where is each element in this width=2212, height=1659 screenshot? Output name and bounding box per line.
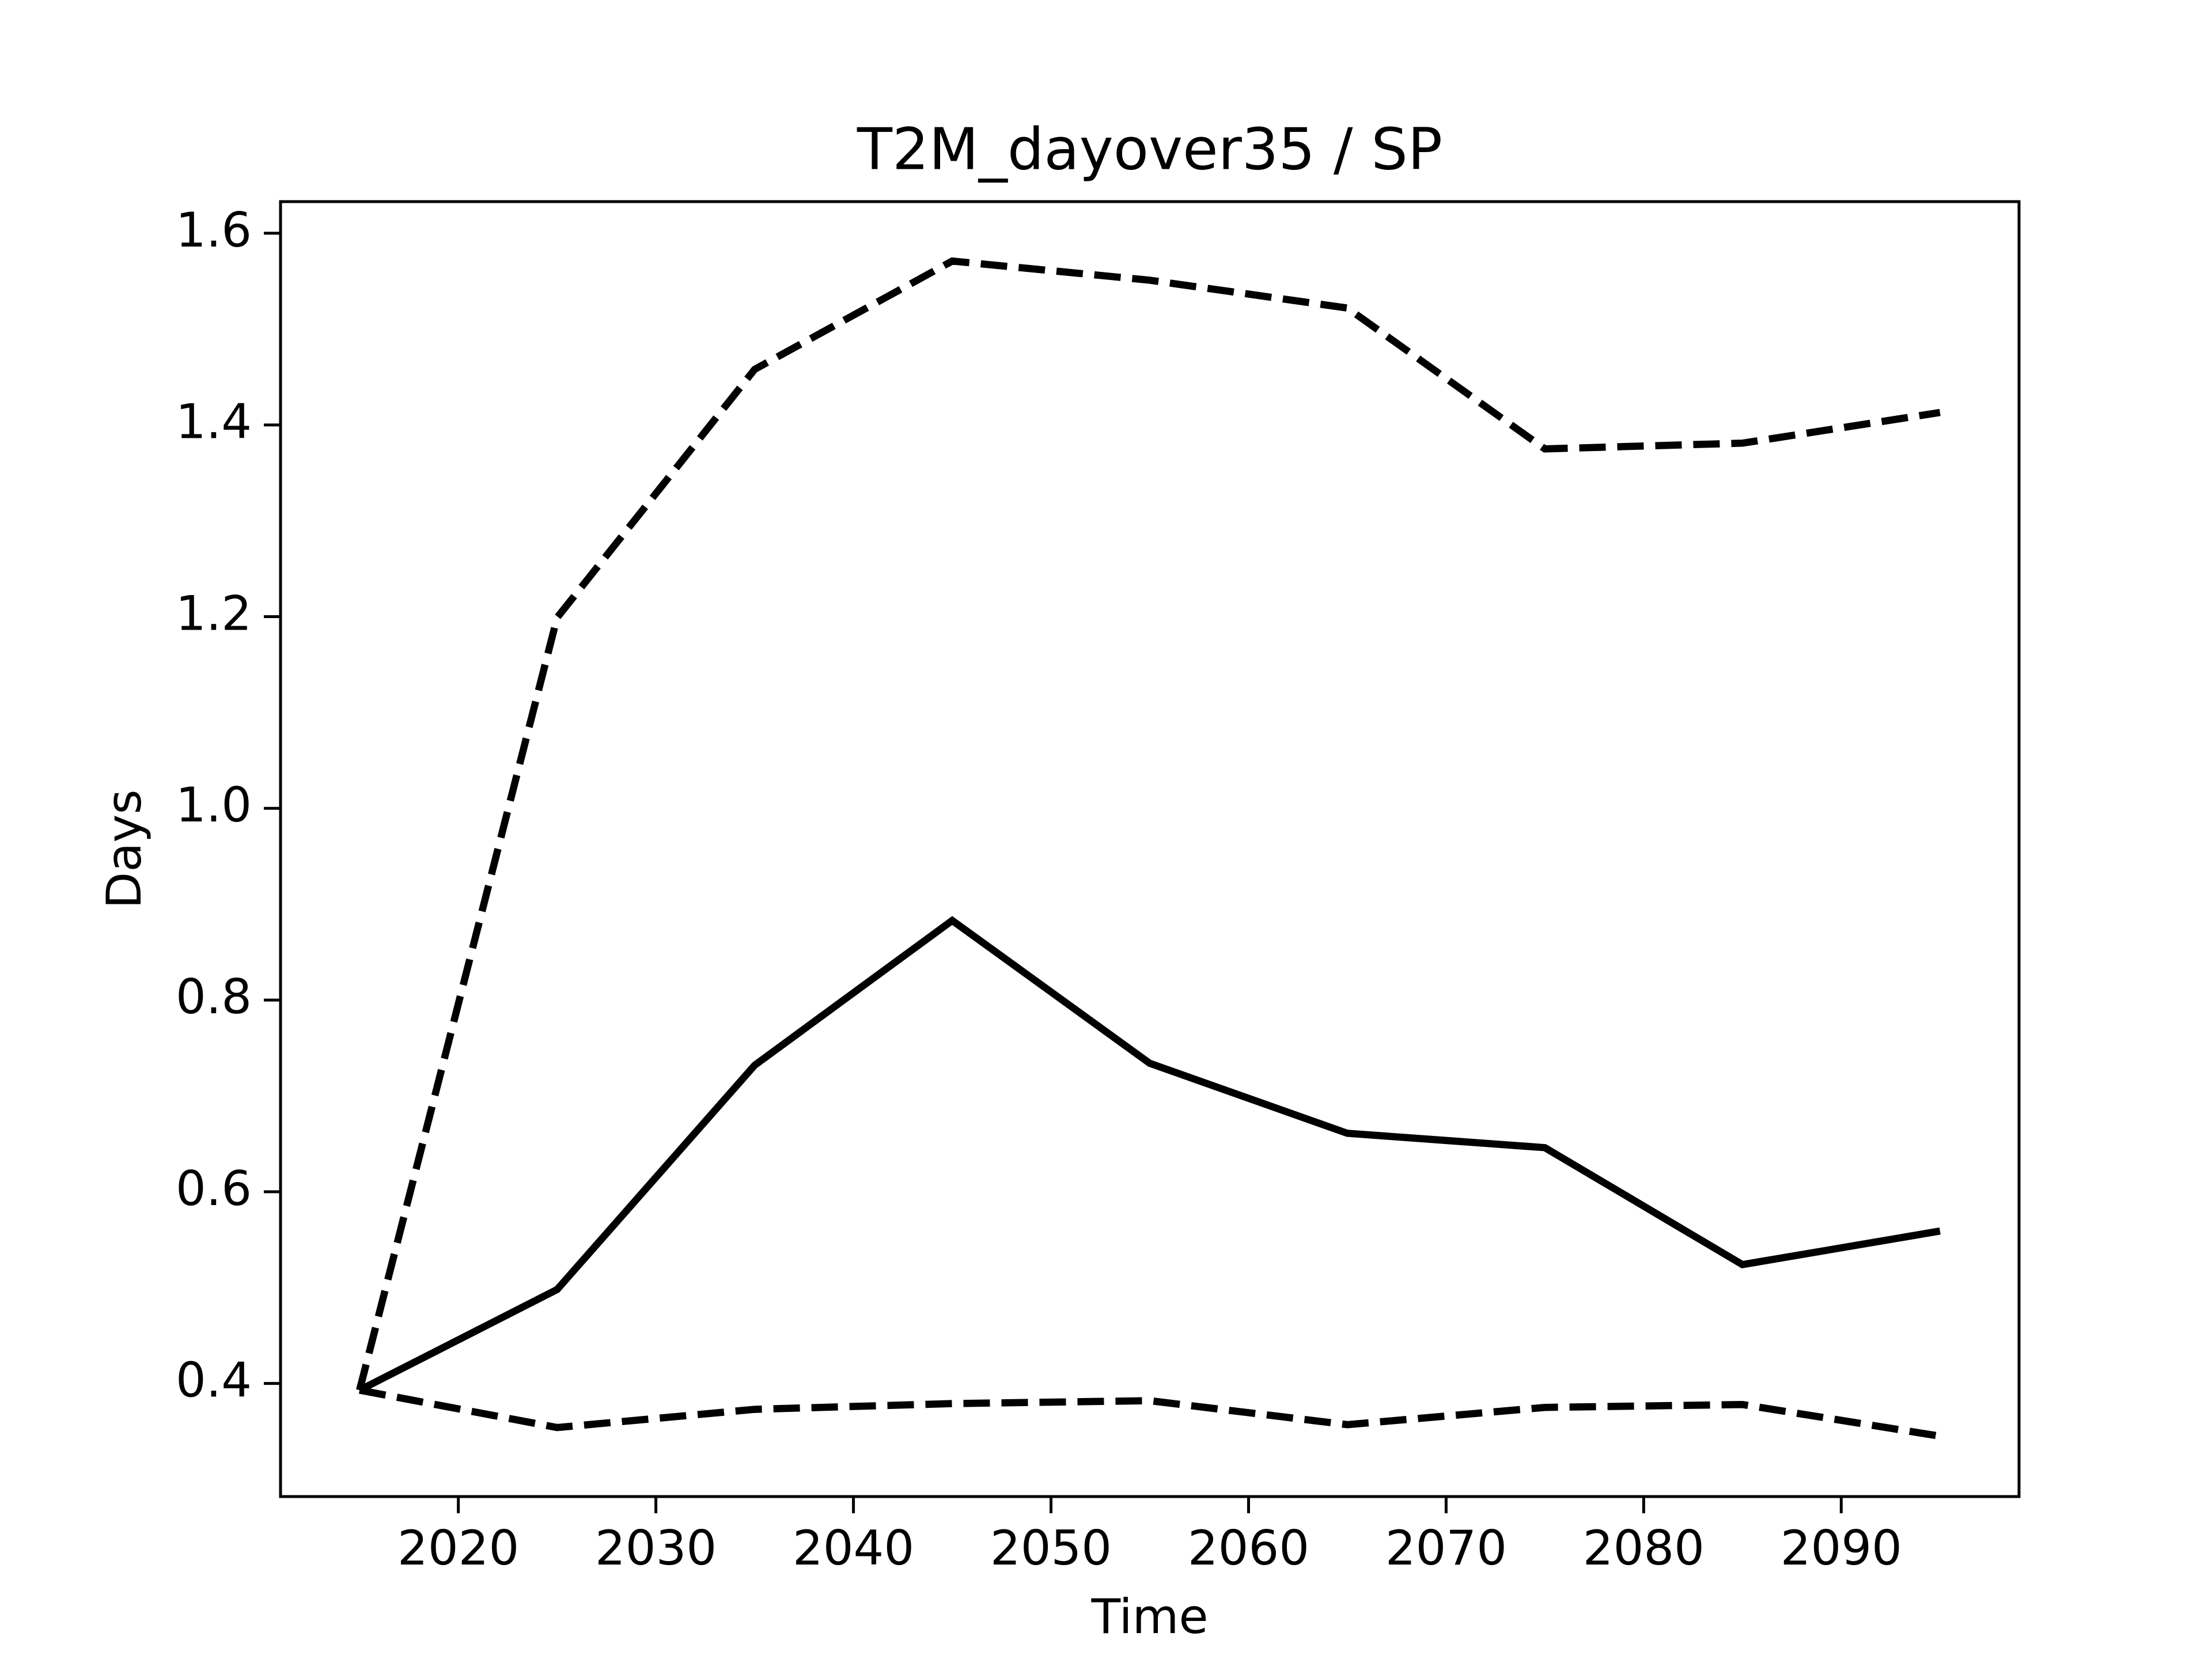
y-tick-label: 0.6 [176, 1161, 252, 1217]
y-tick-label: 1.2 [176, 585, 252, 641]
y-tick-label: 0.4 [176, 1353, 252, 1408]
y-tick-label: 1.0 [176, 777, 252, 833]
plot-frame [279, 200, 2021, 1498]
x-tick-label: 2040 [793, 1520, 914, 1576]
series-line [359, 1387, 1941, 1440]
y-tick-label: 1.6 [176, 202, 252, 258]
chart-title: T2M_dayover35 / SP [857, 115, 1442, 183]
x-tick-label: 2060 [1188, 1520, 1309, 1576]
series-line [356, 257, 1941, 1391]
series-line [358, 916, 1941, 1393]
x-tick-label: 2080 [1583, 1520, 1705, 1576]
x-tick-label: 2090 [1781, 1520, 1902, 1576]
x-tick-label: 2020 [397, 1520, 519, 1576]
y-axis-label: Days [96, 789, 152, 908]
y-tick-label: 0.8 [176, 969, 252, 1025]
x-tick-label: 2050 [990, 1520, 1112, 1576]
x-tick-label: 2070 [1385, 1520, 1507, 1576]
y-tick-label: 1.4 [176, 394, 252, 450]
x-axis-label: Time [1090, 1589, 1208, 1645]
x-tick-label: 2030 [595, 1520, 717, 1576]
